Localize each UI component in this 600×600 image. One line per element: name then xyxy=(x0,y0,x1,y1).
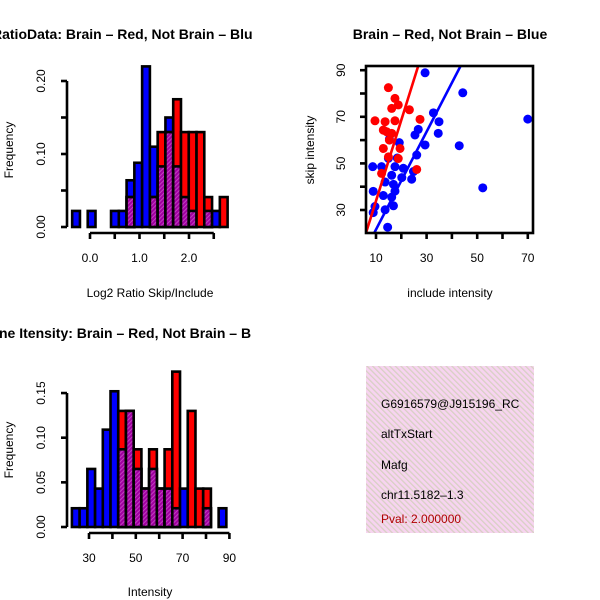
point-not-brain xyxy=(368,162,378,172)
y-tick-label: 0.10 xyxy=(34,142,48,166)
point-brain xyxy=(415,114,425,124)
intensity-histogram-ylabel: Frequency xyxy=(2,422,16,479)
info-pval: Pval: 2.000000 xyxy=(381,512,461,526)
y-tick-label: 90 xyxy=(334,63,348,77)
point-not-brain xyxy=(407,174,417,184)
info-gene-id: G6916579@J915196_RC xyxy=(381,397,520,411)
point-brain xyxy=(378,143,388,153)
point-not-brain xyxy=(458,88,468,98)
y-tick-label: 50 xyxy=(334,156,348,170)
y-tick-label: 0.00 xyxy=(34,215,48,239)
point-not-brain xyxy=(377,162,387,172)
bar-not-brain xyxy=(217,506,228,529)
point-not-brain xyxy=(383,222,393,232)
y-tick-label: 0.15 xyxy=(34,381,48,405)
point-brain xyxy=(380,117,390,127)
bar-not-brain xyxy=(86,209,97,229)
intensity-histogram: ne Itensity: Brain – Red, Not Brain – B … xyxy=(0,325,251,599)
info-box-background xyxy=(366,366,534,533)
y-tick-label: 0.20 xyxy=(34,69,48,93)
y-tick-label: 30 xyxy=(334,203,348,217)
point-not-brain xyxy=(378,191,388,201)
point-brain xyxy=(404,105,414,115)
bar-brain xyxy=(195,130,206,229)
point-not-brain xyxy=(388,201,398,211)
bar-overlap xyxy=(201,506,213,529)
point-not-brain xyxy=(388,179,398,189)
point-brain xyxy=(387,128,397,138)
point-not-brain xyxy=(433,128,443,138)
scatter-plot: Brain – Red, Not Brain – Blue include in… xyxy=(303,26,548,300)
ratio-histogram-title: RatioData: Brain – Red, Not Brain – Blu xyxy=(0,26,253,42)
scatter-xlabel: include intensity xyxy=(407,286,492,300)
x-tick-label: 50 xyxy=(129,551,143,565)
scatter-ylabel: skip intensity xyxy=(303,116,317,185)
point-brain xyxy=(393,100,403,110)
intensity-histogram-title: ne Itensity: Brain – Red, Not Brain – B xyxy=(0,325,251,341)
fit-line-brain xyxy=(366,66,420,233)
point-brain xyxy=(390,116,400,126)
point-brain xyxy=(370,116,380,126)
info-location: chr11.5182–1.3 xyxy=(381,488,464,502)
ratio-histogram-xlabel: Log2 Ratio Skip/Include xyxy=(87,286,214,300)
x-tick-label: 0.0 xyxy=(82,251,99,265)
point-not-brain xyxy=(454,141,464,151)
info-gene-name: Mafg xyxy=(381,458,408,472)
x-tick-label: 10 xyxy=(369,251,383,265)
point-brain xyxy=(395,143,405,153)
point-not-brain xyxy=(523,114,533,124)
point-not-brain xyxy=(434,117,444,127)
point-not-brain xyxy=(368,186,378,196)
scatter-title: Brain – Red, Not Brain – Blue xyxy=(353,26,548,42)
intensity-histogram-xlabel: Intensity xyxy=(128,585,173,599)
y-tick-label: 0.10 xyxy=(34,426,48,450)
bar-brain xyxy=(218,195,229,229)
info-event-type: altTxStart xyxy=(381,427,433,441)
point-brain xyxy=(383,83,393,93)
point-not-brain xyxy=(390,162,400,172)
scatter-plot-area xyxy=(366,66,533,233)
ratio-histogram-ylabel: Frequency xyxy=(2,122,16,179)
x-tick-label: 70 xyxy=(176,551,190,565)
x-tick-label: 30 xyxy=(420,251,434,265)
y-tick-label: 0.05 xyxy=(34,470,48,494)
ratio-histogram: RatioData: Brain – Red, Not Brain – Blu … xyxy=(0,26,253,300)
x-tick-label: 70 xyxy=(521,251,535,265)
x-tick-label: 30 xyxy=(82,551,96,565)
point-brain xyxy=(387,103,397,113)
point-not-brain xyxy=(478,183,488,193)
point-brain xyxy=(412,164,422,174)
x-tick-label: 50 xyxy=(471,251,485,265)
info-box: G6916579@J915196_RC altTxStart Mafg chr1… xyxy=(366,366,534,533)
y-tick-label: 0.00 xyxy=(34,515,48,539)
point-not-brain xyxy=(420,140,430,150)
point-not-brain xyxy=(387,170,397,180)
y-tick-label: 70 xyxy=(334,110,348,124)
bar-brain xyxy=(186,409,197,529)
x-tick-label: 2.0 xyxy=(181,251,198,265)
x-tick-label: 1.0 xyxy=(131,251,148,265)
point-not-brain xyxy=(410,130,420,140)
point-brain xyxy=(384,135,394,145)
x-tick-label: 90 xyxy=(223,551,237,565)
plot-frame xyxy=(364,64,535,235)
point-not-brain xyxy=(420,68,430,78)
fit-line-not-brain xyxy=(372,66,463,233)
bar-not-brain xyxy=(70,209,82,229)
point-brain xyxy=(393,154,403,164)
